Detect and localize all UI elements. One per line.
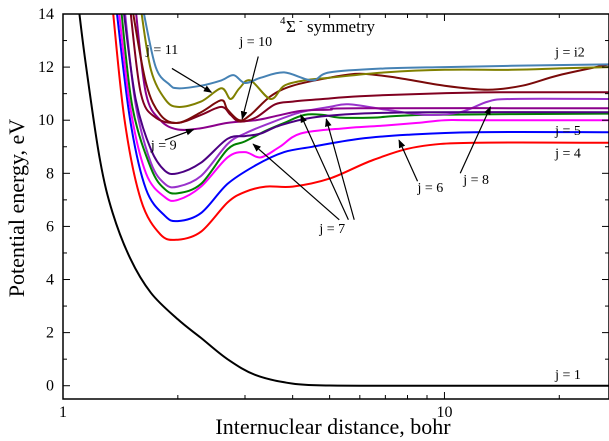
series-line-8: [129, 14, 609, 124]
x-axis-title: Internuclear distance, bohr: [215, 414, 451, 439]
series-line-9: [132, 14, 609, 124]
curve-labels-group: j = 11 j = 10 j = 9 j = i2 j = 5 j = 4 j = 6 j …: [145, 35, 585, 383]
y-tick-label-3: 6: [46, 218, 54, 235]
curve-label-8: j = 7: [318, 222, 345, 237]
y-tick-label-4: 8: [46, 165, 54, 182]
x-tick-label-0: 1: [59, 404, 67, 421]
y-tick-label-1: 2: [46, 325, 54, 342]
curve-label-9: j = 1: [554, 368, 581, 383]
series-line-2: [116, 14, 609, 223]
curve-label-1: j = 10: [238, 35, 272, 50]
annotation-arrow-6: [300, 114, 349, 221]
series-line-5: [124, 14, 609, 189]
curve-label-2: j = 9: [150, 138, 177, 153]
chart-title-symbol: Σ: [286, 17, 296, 36]
y-tick-label-2: 4: [46, 272, 54, 289]
curve-label-5: j = 4: [554, 146, 581, 161]
curve-label-6: j = 6: [417, 181, 444, 196]
y-tick-label-6: 12: [38, 59, 54, 76]
curve-label-0: j = 11: [145, 43, 178, 58]
annotation-arrow-3: [398, 139, 419, 182]
curve-label-4: j = 5: [554, 124, 581, 139]
y-tick-label-7: 14: [38, 6, 54, 23]
annotation-arrow-0: [171, 67, 213, 93]
series-line-3: [118, 14, 609, 202]
series-line-11: [142, 14, 609, 90]
y-tick-label-0: 0: [46, 378, 54, 395]
chart-title-superscript: 4: [280, 15, 286, 27]
series-line-0: [78, 14, 609, 387]
curve-label-7: j = 8: [462, 173, 489, 188]
curve-label-3: j = i2: [554, 45, 585, 60]
series-line-10: [140, 14, 609, 108]
annotation-arrow-2: [164, 128, 195, 141]
x-axis-ticks: 1 10: [59, 14, 560, 421]
chart-title-text: symmetry: [307, 17, 375, 36]
y-axis-ticks: 0 2 4 6 8 10 12 14: [38, 6, 609, 395]
annotation-arrow-4: [459, 106, 491, 174]
x-tick-label-1: 10: [436, 404, 452, 421]
arrows-group: [164, 56, 491, 221]
annotation-arrow-1: [240, 56, 259, 120]
series-line-6: [123, 14, 609, 176]
series-line-1: [112, 14, 609, 241]
chart-title-symbol-superscript: -: [299, 15, 303, 27]
plot-frame: [62, 13, 609, 400]
y-tick-label-5: 10: [38, 112, 54, 129]
annotation-arrow-5: [252, 143, 340, 221]
curves-group: [78, 14, 609, 387]
annotation-arrow-7: [325, 118, 355, 220]
y-axis-title: Potential energy, eV: [4, 119, 29, 298]
